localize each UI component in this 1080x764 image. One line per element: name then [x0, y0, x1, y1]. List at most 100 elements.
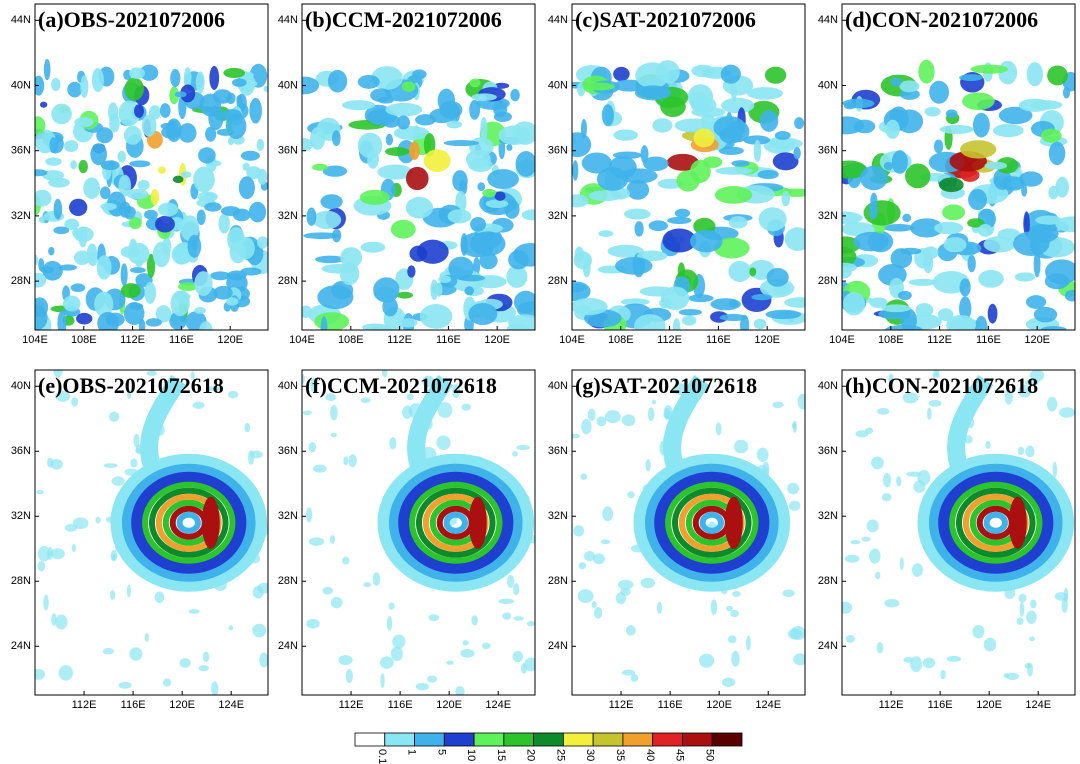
rain-blob: [672, 318, 681, 330]
rain-blob: [648, 220, 668, 232]
rain-blob: [252, 623, 267, 638]
rain-blob: [726, 605, 734, 612]
rain-blob: [1040, 326, 1067, 330]
colorbar-label: 15: [495, 749, 507, 761]
rain-blob: [144, 281, 157, 304]
rain-blob: [468, 158, 493, 172]
rain-blob: [460, 233, 468, 256]
rain-blob: [357, 74, 380, 89]
rain-blob: [788, 500, 801, 511]
x-tick-label: 116E: [121, 699, 146, 711]
rain-blob: [732, 590, 741, 598]
y-tick-label: 28N: [818, 275, 838, 287]
panel-frame: [841, 369, 1076, 696]
rain-ring: [654, 471, 770, 574]
colorbar-label: 35: [614, 749, 626, 761]
rain-blob: [415, 114, 436, 126]
rain-blob: [918, 59, 935, 84]
rain-blob: [303, 232, 341, 240]
panel-frame: [34, 369, 269, 696]
rain-blob: [678, 308, 703, 316]
rain-blob: [746, 635, 751, 651]
rain-blob: [787, 482, 800, 495]
rain-blob: [572, 132, 592, 158]
rain-blob: [581, 152, 612, 174]
y-tick-label: 36N: [818, 145, 838, 157]
rain-blob: [48, 246, 55, 256]
rain-ring: [443, 511, 468, 534]
rain-blob: [635, 62, 670, 89]
rain-blob: [306, 207, 317, 226]
rain-blob: [204, 192, 216, 200]
rain-blob: [923, 253, 934, 274]
rain-blob: [498, 125, 531, 145]
rain-blob: [627, 491, 635, 499]
rain-blob: [667, 216, 692, 224]
rain-blob: [943, 237, 967, 253]
rain-blob: [389, 437, 397, 450]
rain-blob: [162, 678, 172, 687]
rain-blob: [983, 236, 1016, 253]
rain-blob: [419, 303, 453, 329]
rain-blob: [1013, 231, 1050, 256]
x-tick-label: 120E: [217, 334, 243, 346]
colorbar-box: [473, 732, 505, 747]
rain-blob: [211, 681, 219, 695]
rain-blob: [469, 99, 481, 120]
rain-blob: [57, 310, 67, 330]
rain-blob: [263, 85, 268, 92]
rain-blob: [108, 102, 119, 122]
rain-blob: [937, 308, 954, 321]
rain-blob: [636, 250, 668, 262]
rain-blob: [598, 230, 614, 237]
rain-blob: [881, 492, 892, 502]
rain-blob: [720, 64, 741, 84]
rain-blob: [772, 152, 799, 171]
rain-core: [724, 496, 743, 549]
rain-blob: [842, 116, 864, 135]
rain-ring: [110, 453, 268, 592]
rain-blob: [310, 377, 318, 393]
rain-blob: [172, 175, 184, 184]
rain-blob: [120, 283, 141, 299]
rain-blob: [126, 584, 131, 598]
rain-blob: [249, 97, 262, 124]
y-tick-label: 40N: [11, 79, 31, 91]
colorbar-box: [503, 732, 535, 747]
rain-blob: [91, 67, 104, 93]
y-tick-label: 32N: [548, 510, 568, 522]
colorbar-box: [652, 732, 683, 747]
rain-blob: [248, 201, 267, 223]
rain-blob: [339, 262, 360, 286]
rain-core: [201, 496, 220, 549]
rain-blob: [869, 548, 881, 564]
rain-blob: [621, 414, 636, 427]
y-tick-label: 28N: [278, 275, 298, 287]
rain-blob: [320, 194, 343, 210]
rain-blob: [596, 167, 629, 191]
rain-blob: [682, 315, 697, 326]
rain-blob: [120, 263, 128, 287]
rain-blob: [614, 257, 653, 275]
rain-blob: [308, 442, 317, 453]
rain-blob: [900, 247, 922, 255]
rain-blob: [120, 245, 141, 259]
rain-blob: [70, 283, 86, 293]
rain-blob: [940, 669, 946, 680]
rain-blob: [715, 422, 722, 436]
rain-blob: [578, 562, 587, 570]
rain-blob: [461, 403, 472, 411]
rain-blob: [784, 297, 805, 308]
rain-blob: [974, 315, 988, 330]
rain-blob: [493, 82, 510, 89]
rain-blob: [180, 171, 192, 178]
map-panel: [302, 66, 535, 330]
x-tick-label: 124E: [218, 699, 244, 711]
rain-blob: [592, 553, 605, 565]
rain-blob: [78, 159, 88, 174]
rain-blob: [645, 459, 651, 472]
x-tick-label: 104E: [829, 334, 855, 346]
rain-blob: [325, 393, 337, 402]
y-tick-label: 28N: [818, 575, 838, 587]
rain-blob: [870, 192, 878, 208]
